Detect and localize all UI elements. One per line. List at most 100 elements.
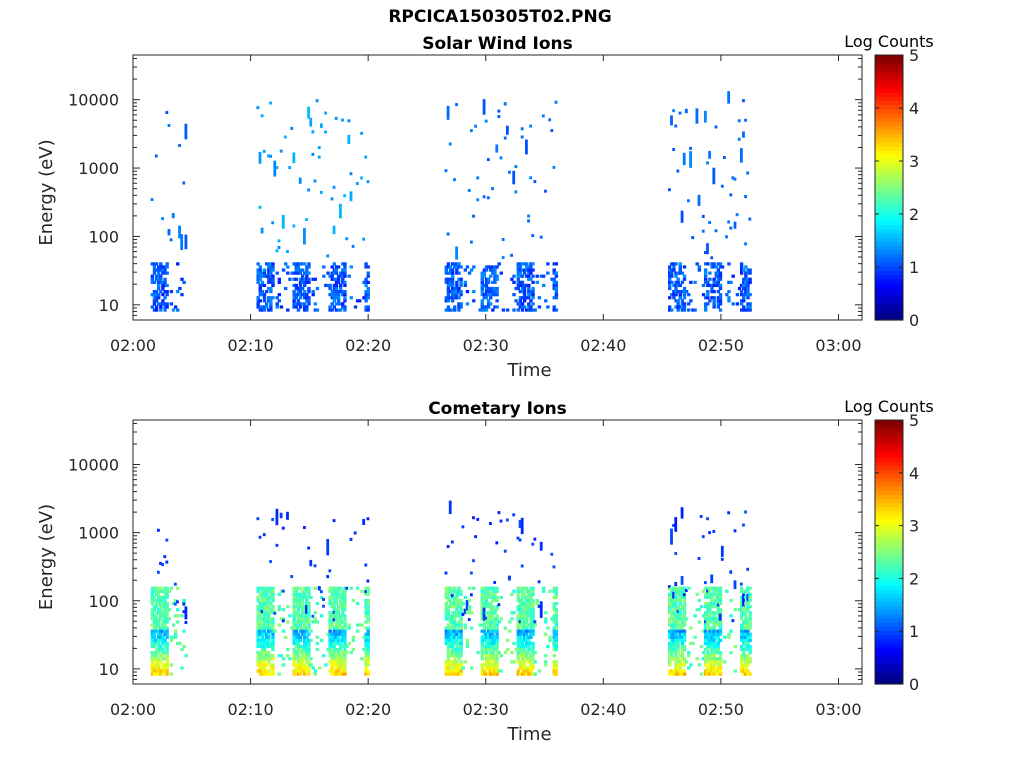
heatmap-cell [518, 611, 523, 615]
heatmap-cell [687, 586, 691, 590]
heatmap-cell [744, 672, 748, 676]
heatmap-cell [339, 641, 343, 646]
heatmap-cell [527, 614, 531, 618]
heatmap-cell [163, 666, 167, 670]
heatmap-cell [480, 299, 484, 303]
heatmap-cell [480, 598, 484, 603]
heatmap-cell [167, 617, 171, 621]
heatmap-cell [554, 626, 559, 630]
colorbar-segment [875, 560, 903, 565]
heatmap-cell [450, 540, 454, 544]
heatmap-cell [742, 280, 746, 284]
x-tick-label: 03:00 [815, 700, 861, 719]
heatmap-cell [446, 232, 450, 236]
heatmap-cell [275, 166, 279, 170]
heatmap-cell [548, 635, 552, 639]
heatmap-cell [484, 666, 489, 670]
heatmap-cell [516, 632, 520, 636]
heatmap-cell [552, 605, 556, 609]
heatmap-cell [305, 274, 309, 278]
heatmap-cell [712, 302, 716, 306]
heatmap-cell [748, 644, 752, 649]
heatmap-cell [729, 614, 733, 618]
colorbar-segment [875, 125, 903, 131]
colorbar-segment [875, 531, 903, 537]
heatmap-cell [552, 660, 556, 664]
heatmap-cell [727, 511, 731, 515]
heatmap-cell [516, 647, 520, 652]
heatmap-cell [531, 657, 535, 661]
colorbar-segment [875, 75, 903, 81]
heatmap-cell [486, 595, 491, 600]
heatmap-cell [716, 632, 721, 636]
heatmap-cell [446, 299, 451, 303]
heatmap-cell [457, 277, 461, 281]
heatmap-cell [516, 262, 520, 266]
heatmap-cell [330, 308, 334, 312]
heatmap-cell [746, 623, 750, 627]
colorbar-segment [875, 428, 903, 433]
heatmap-cell [450, 594, 454, 598]
heatmap-cell [341, 601, 345, 606]
heatmap-cell [330, 293, 334, 297]
heatmap-cell [716, 262, 721, 266]
x-tick-label: 02:10 [228, 700, 274, 719]
heatmap-cell [286, 647, 290, 652]
heatmap-cell [453, 293, 457, 297]
heatmap-cell [525, 644, 529, 649]
heatmap-cell [269, 592, 273, 596]
heatmap-cell [176, 614, 180, 618]
heatmap-cell [262, 644, 267, 649]
heatmap-cell [710, 660, 714, 664]
heatmap-cell [746, 669, 750, 673]
heatmap-cell [264, 644, 269, 649]
heatmap-cell [328, 283, 332, 288]
colorbar-segment [875, 486, 903, 491]
heatmap-cell [296, 660, 301, 664]
heatmap-cell [450, 299, 455, 303]
heatmap-cell [527, 592, 531, 596]
heatmap-cell [714, 592, 718, 596]
heatmap-cell [152, 598, 157, 603]
heatmap-cell [495, 629, 499, 633]
heatmap-cell [489, 586, 493, 590]
heatmap-cell [444, 271, 448, 275]
heatmap-cell [163, 296, 167, 300]
heatmap-cell [706, 641, 710, 646]
heatmap-cell [341, 669, 345, 673]
heatmap-cell [165, 635, 169, 639]
heatmap-cell [680, 614, 685, 618]
heatmap-cell [339, 623, 343, 627]
heatmap-cell [491, 669, 495, 673]
heatmap-cell [667, 651, 672, 655]
heatmap-cell [446, 589, 451, 593]
heatmap-cell [292, 614, 296, 618]
colorbar-segment [875, 630, 903, 636]
colorbar-segment [875, 481, 903, 487]
heatmap-cell [339, 586, 343, 590]
heatmap-cell [256, 280, 260, 284]
heatmap-cell [491, 286, 495, 291]
colorbar-segment [875, 634, 903, 640]
heatmap-cell [459, 663, 463, 667]
heatmap-cell [708, 620, 712, 624]
heatmap-cell [450, 283, 455, 288]
heatmap-cell [298, 666, 303, 670]
heatmap-cell [461, 612, 465, 616]
heatmap-cell [518, 289, 523, 294]
heatmap-cell [176, 289, 180, 294]
heatmap-cell [455, 280, 459, 284]
heatmap-cell [746, 308, 750, 312]
heatmap-cell [336, 617, 341, 621]
heatmap-cell [703, 110, 707, 123]
heatmap-cell [305, 293, 309, 297]
heatmap-cell [313, 617, 318, 621]
heatmap-cell [332, 669, 337, 673]
heatmap-cell [486, 657, 491, 661]
heatmap-cell [152, 293, 157, 297]
heatmap-cell [529, 605, 533, 609]
heatmap-cell [554, 308, 559, 312]
heatmap-cell [710, 669, 714, 673]
heatmap-cell [159, 626, 163, 630]
heatmap-cell [277, 654, 282, 658]
